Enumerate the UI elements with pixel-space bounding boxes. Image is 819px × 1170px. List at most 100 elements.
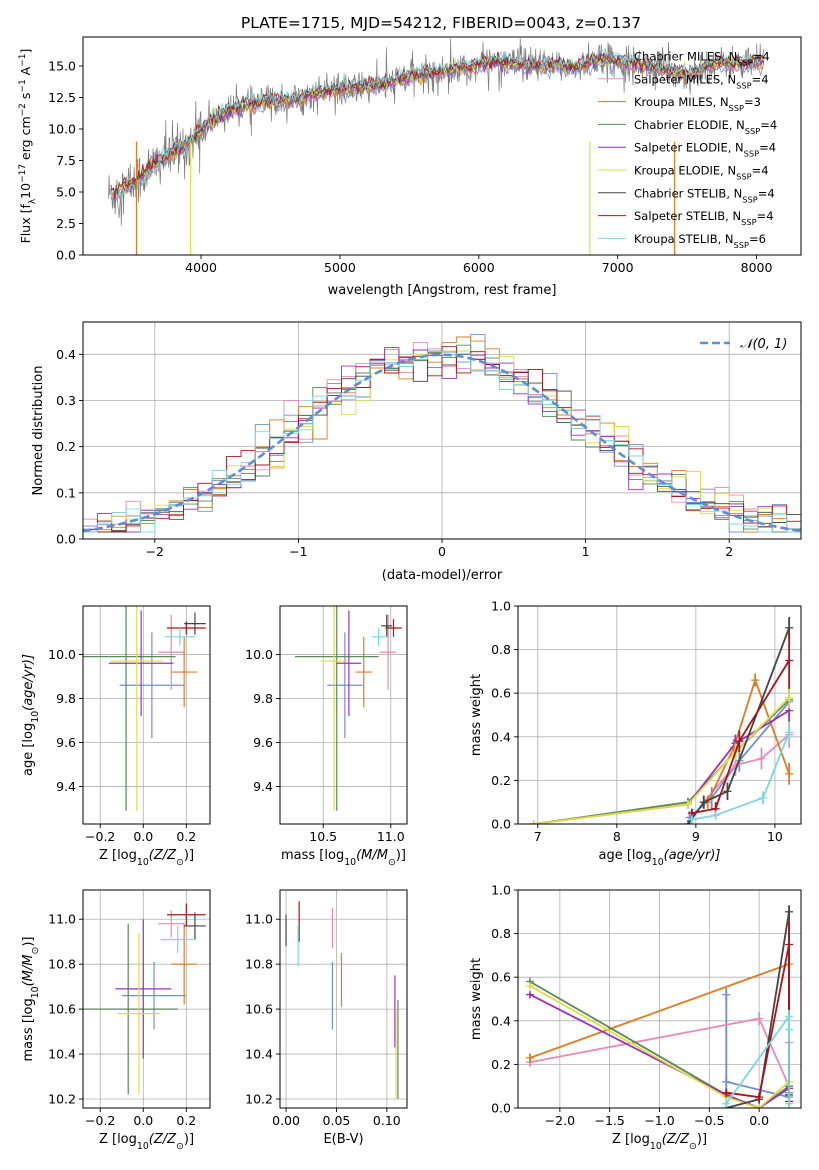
x-tick-label: 0.2 bbox=[176, 829, 196, 844]
plot-area bbox=[285, 901, 399, 1100]
age-vs-metallicity-panel: −0.2 0.0 0.29.49.69.810.0Z [log10(Z/Z⊙)]ag… bbox=[21, 605, 211, 868]
legend-entry-label-part: =3 bbox=[744, 95, 761, 109]
x-axis-label-part: ⊙ bbox=[388, 857, 396, 868]
x-tick-label: −2 bbox=[146, 544, 164, 559]
x-axis-label-part: (Z/Z bbox=[662, 1132, 690, 1147]
y-axis-label: mass [log10(M/M⊙)] bbox=[21, 937, 41, 1062]
age-vs-mass-panel: 10.5 11.0 9.4 9.6 9.8 10.0 mass [log10(M/M⊙)] bbox=[245, 605, 408, 868]
y-tick-label: 9.4 bbox=[56, 779, 76, 794]
y-tick-label: 10.4 bbox=[48, 1047, 76, 1062]
x-tick-label: 0.0 bbox=[749, 1113, 769, 1128]
series-line-2 bbox=[703, 733, 790, 803]
x-tick-label: 8000 bbox=[741, 260, 773, 275]
y-axis-label: Normed distribution bbox=[31, 366, 46, 496]
y-tick-label: 5.0 bbox=[56, 184, 76, 199]
axes-frame bbox=[82, 605, 211, 825]
y-axis-label-part: ] bbox=[18, 49, 33, 54]
legend-entry-label: Chabrier ELODIE, NSSP=4 bbox=[634, 118, 777, 136]
y-axis-label: mass weight bbox=[469, 674, 484, 756]
series-line-6 bbox=[533, 696, 790, 824]
x-axis-label-part: )] bbox=[184, 848, 194, 863]
legend-entry-label-part: SSP bbox=[742, 194, 757, 204]
y-tick-label: 2.5 bbox=[56, 216, 76, 231]
axes-frame bbox=[279, 605, 408, 825]
x-axis-label-part: 10 bbox=[137, 1141, 149, 1152]
x-tick-label: 6000 bbox=[463, 260, 495, 275]
y-tick-label: 0.8 bbox=[491, 926, 511, 941]
x-axis-label-part: (Z/Z bbox=[149, 848, 177, 863]
x-tick-label: 11.0 bbox=[377, 829, 405, 844]
y-tick-label: 0.0 bbox=[491, 1101, 511, 1116]
legend-entry-label-part: Salpeter MILES, N bbox=[634, 72, 736, 86]
x-axis-label: mass [log10(M/M⊙)] bbox=[281, 848, 406, 868]
y-tick-label: 15.0 bbox=[48, 58, 76, 73]
mass-vs-metallicity-panel: −0.2 0.0 0.210.210.410.610.811.0Z [log10(Z… bbox=[21, 889, 211, 1152]
y-tick-label: 11.0 bbox=[48, 912, 76, 927]
x-tick-label: 0.00 bbox=[272, 1113, 300, 1128]
x-tick-label: 7 bbox=[534, 829, 542, 844]
legend-entry-label-part: Kroupa STELIB, N bbox=[634, 232, 734, 246]
legend-entry-label-part: SSP bbox=[741, 217, 756, 227]
x-tick-label: 7000 bbox=[602, 260, 634, 275]
x-axis-label-part: ⊙ bbox=[689, 1141, 697, 1152]
normal-reference-curve bbox=[83, 353, 801, 533]
y-axis-label-part: age [log bbox=[21, 723, 36, 776]
x-axis-label-part: Z [log bbox=[99, 848, 137, 863]
x-tick-label: −1 bbox=[289, 544, 307, 559]
y-tick-label: 9.6 bbox=[253, 735, 273, 750]
y-tick-label: 9.8 bbox=[253, 691, 273, 706]
y-tick-label: 10.6 bbox=[48, 1002, 76, 1017]
series-line-5 bbox=[529, 993, 790, 1108]
y-tick-label: 10.2 bbox=[245, 1092, 273, 1107]
x-axis-label-part: )] bbox=[396, 848, 406, 863]
y-tick-label: 11.0 bbox=[245, 912, 273, 927]
legend-entry-label-part: =4 bbox=[753, 50, 770, 64]
x-tick-label: 0.0 bbox=[133, 829, 153, 844]
y-axis-label-part: λ bbox=[28, 198, 38, 204]
axes-frame bbox=[279, 889, 408, 1109]
legend-entry-label-part: =4 bbox=[752, 164, 769, 178]
y-axis-label-part: −1 bbox=[18, 54, 28, 67]
model-spectrum-7 bbox=[110, 52, 764, 193]
plot-area bbox=[294, 606, 402, 811]
y-tick-label: 9.8 bbox=[56, 691, 76, 706]
y-tick-label: 0.0 bbox=[56, 532, 76, 547]
x-tick-label: 10.5 bbox=[309, 829, 337, 844]
x-axis-label: (data-model)/error bbox=[382, 568, 503, 583]
series-line-8 bbox=[691, 660, 790, 814]
legend-entry-label: 𝒩(0, 1) bbox=[740, 337, 787, 352]
legend-entry-label-part: =4 bbox=[758, 186, 775, 200]
y-axis-label-part: 10 bbox=[30, 711, 41, 723]
y-axis-label-part: −1 bbox=[18, 79, 28, 92]
x-axis-label-part: Z [log bbox=[99, 1132, 137, 1147]
y-tick-label: 9.4 bbox=[253, 779, 273, 794]
plot-area bbox=[83, 903, 206, 1095]
x-axis-label-part: age [log bbox=[599, 848, 652, 863]
y-tick-label: 10.0 bbox=[48, 121, 76, 136]
y-axis-label-part: −17 bbox=[18, 164, 28, 183]
legend-entry-label: Chabrier MILES, NSSP=4 bbox=[634, 50, 770, 68]
y-tick-label: 10.8 bbox=[48, 957, 76, 972]
y-tick-label: 0.4 bbox=[56, 347, 76, 362]
x-axis-label: E(B-V) bbox=[323, 1132, 363, 1147]
y-axis-label-part: 10 bbox=[18, 183, 33, 199]
spectrum-panel: 4000 5000 6000 7000 8000 0.0 2.5 5.0 7.5 10.0 12.5… bbox=[18, 36, 802, 298]
plot-area bbox=[83, 606, 206, 811]
y-tick-label: 10.0 bbox=[245, 647, 273, 662]
series-line-9 bbox=[691, 732, 790, 821]
axes-frame bbox=[517, 605, 802, 825]
y-axis-label-part: A bbox=[18, 66, 33, 79]
legend-entry-label-part: =4 bbox=[760, 118, 777, 132]
y-axis-label-part: (age/yr)] bbox=[21, 654, 36, 711]
legend-entry-label-part: Kroupa MILES, N bbox=[634, 95, 729, 109]
x-tick-label: 0.2 bbox=[176, 1113, 196, 1128]
legend-entry-label: Salpeter MILES, NSSP=4 bbox=[634, 72, 769, 90]
y-tick-label: 0.4 bbox=[491, 729, 511, 744]
plot-area bbox=[83, 334, 801, 539]
x-tick-label: 9 bbox=[692, 829, 700, 844]
x-tick-label: 10 bbox=[767, 829, 783, 844]
legend-entry-label: Salpeter STELIB, NSSP=4 bbox=[634, 209, 774, 227]
y-tick-label: 9.6 bbox=[56, 735, 76, 750]
